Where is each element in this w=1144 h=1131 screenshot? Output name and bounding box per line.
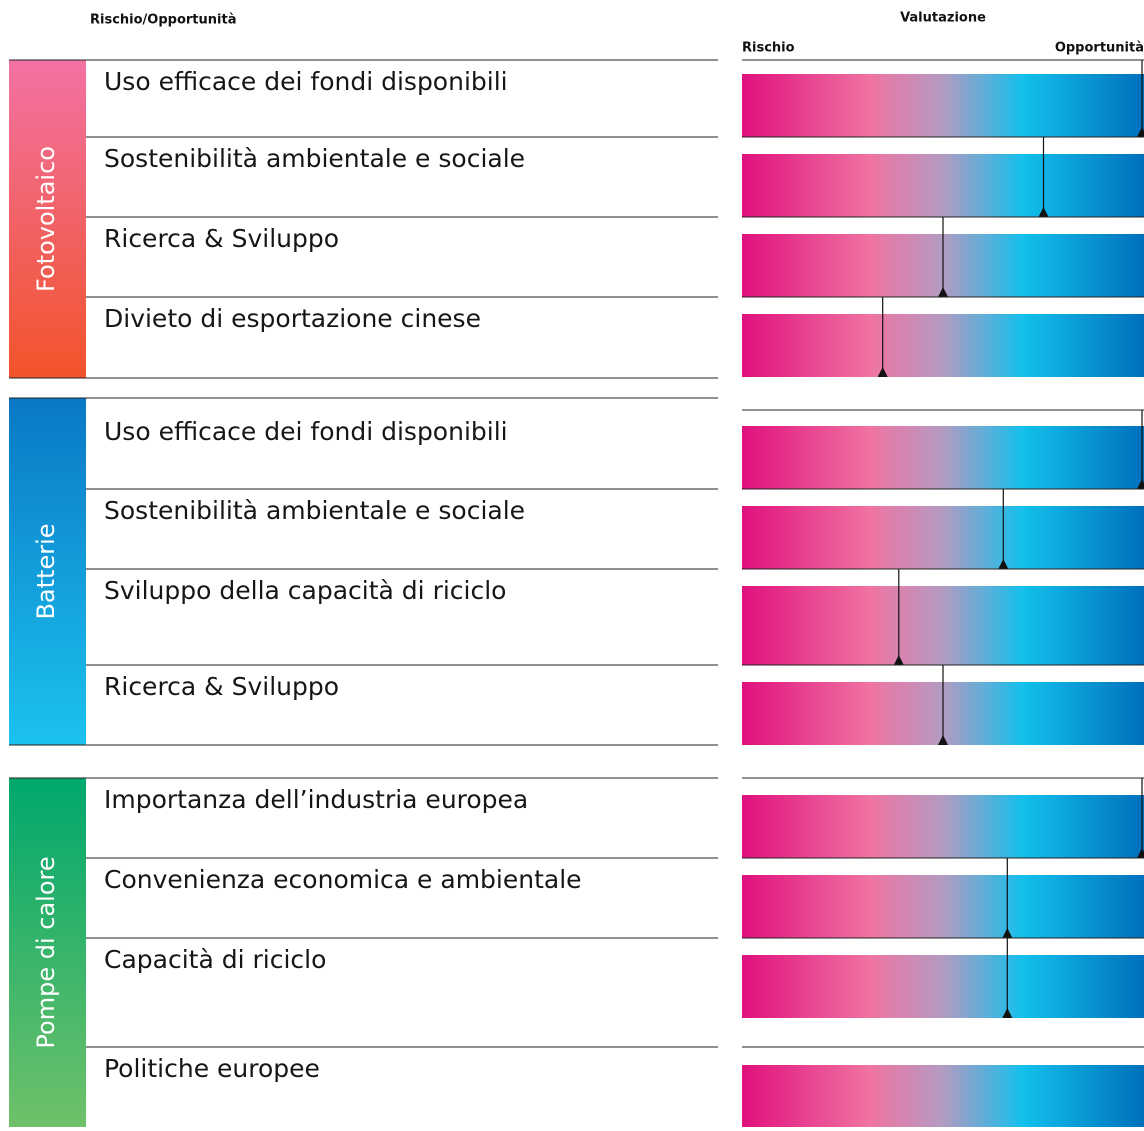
item-label: Uso efficace dei fondi disponibili [104,417,508,446]
item-label: Importanza dell’industria europea [104,785,528,814]
scale-bar [742,875,1144,938]
marker [1002,1008,1013,1018]
scale-bar [742,955,1144,1018]
item-label: Capacità di riciclo [104,945,326,974]
group-label: Fotovoltaico [32,146,60,292]
scale-bar [742,506,1144,569]
scale-bar [742,314,1144,377]
item-label: Uso efficace dei fondi disponibili [104,67,508,96]
scale-left: Rischio [742,41,795,56]
group-label: Pompe di calore [32,856,60,1048]
scale-bar [742,426,1144,489]
marker [1137,848,1144,858]
item-label: Divieto di esportazione cinese [104,304,481,333]
marker [877,367,888,377]
header-left: Rischio/Opportunità [90,13,236,28]
marker [893,655,904,665]
item-label: Politiche europee [104,1054,320,1083]
scale-bar [742,74,1144,137]
marker [1137,127,1144,137]
marker [1038,207,1049,217]
item-label: Ricerca & Sviluppo [104,672,339,701]
item-label: Sviluppo della capacità di riciclo [104,576,506,605]
scale-bar [742,586,1144,665]
group-band [9,60,86,378]
marker [1137,479,1144,489]
scale-bar [742,1065,1144,1127]
scale-bar [742,154,1144,217]
scale-bar [742,795,1144,858]
marker [1002,928,1013,938]
group-band [9,398,86,745]
marker [938,735,948,745]
item-label: Ricerca & Sviluppo [104,224,339,253]
item-label: Sostenibilità ambientale e sociale [104,144,525,173]
item-label: Sostenibilità ambientale e sociale [104,496,525,525]
marker [998,559,1009,569]
header-right: Valutazione [900,11,986,26]
group-band [9,778,86,1127]
item-label: Convenienza economica e ambientale [104,865,582,894]
group-label: Batterie [32,523,60,619]
scale-right: Opportunità [1055,41,1144,56]
marker [938,287,948,297]
